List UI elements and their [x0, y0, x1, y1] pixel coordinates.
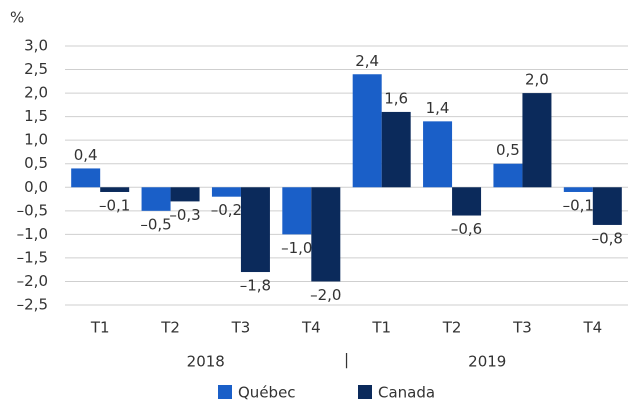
- data-label: –2,0: [310, 286, 341, 304]
- data-label: –0,2: [211, 201, 242, 219]
- y-tick-label: –2,5: [17, 296, 48, 314]
- x-group-label: 2018: [187, 353, 225, 371]
- x-tick-label: T1: [371, 319, 391, 337]
- bar: [493, 163, 523, 188]
- bar: [522, 93, 552, 188]
- bar: [141, 187, 171, 211]
- x-tick-label: T3: [512, 319, 532, 337]
- legend-label: Canada: [378, 384, 435, 402]
- data-label: 0,4: [74, 146, 98, 164]
- x-tick-label: T1: [90, 319, 110, 337]
- data-label: –0,8: [592, 229, 623, 247]
- data-label: 0,5: [496, 141, 520, 159]
- legend-swatch: [218, 385, 232, 399]
- bar: [423, 121, 453, 188]
- data-label: 1,6: [384, 89, 408, 107]
- y-tick-label: 2,5: [24, 60, 48, 78]
- bar: [352, 74, 382, 188]
- data-label: –0,6: [451, 220, 482, 238]
- x-group-separator: |: [344, 351, 349, 369]
- bar: [452, 187, 482, 216]
- x-tick-label: T4: [301, 319, 321, 337]
- data-label: –1,8: [240, 277, 271, 295]
- data-label: 2,4: [355, 52, 379, 70]
- bar: [240, 187, 270, 273]
- y-tick-label: –1,5: [17, 248, 48, 266]
- x-tick-label: T3: [231, 319, 251, 337]
- data-label: –0,5: [140, 215, 171, 233]
- bar: [170, 187, 200, 202]
- bar: [381, 111, 411, 188]
- y-unit: %: [10, 9, 24, 27]
- x-group-label: 2019: [468, 353, 506, 371]
- y-tick-label: 0,5: [24, 154, 48, 172]
- data-label: –0,1: [99, 196, 130, 214]
- y-tick-label: –0,5: [17, 201, 48, 219]
- y-tick-label: 1,5: [24, 107, 48, 125]
- bar: [592, 187, 622, 225]
- data-label: –1,0: [281, 239, 312, 257]
- bar: [211, 187, 241, 197]
- y-tick-label: 3,0: [24, 37, 48, 55]
- y-tick-label: –1,0: [17, 225, 48, 243]
- bar: [100, 187, 130, 192]
- y-tick-label: 2,0: [24, 84, 48, 102]
- legend-swatch: [358, 385, 372, 399]
- bar: [563, 187, 593, 192]
- x-tick-label: T4: [582, 319, 602, 337]
- data-label: –0,3: [169, 206, 200, 224]
- y-tick-label: 1,0: [24, 131, 48, 149]
- data-label: 2,0: [525, 71, 549, 89]
- y-tick-label: –2,0: [17, 272, 48, 290]
- bar: [282, 187, 312, 235]
- legend-label: Québec: [238, 384, 296, 402]
- data-label: 1,4: [426, 99, 450, 117]
- data-label: –0,1: [563, 196, 594, 214]
- x-tick-label: T2: [160, 319, 180, 337]
- x-tick-label: T2: [442, 319, 462, 337]
- bar: [311, 187, 341, 282]
- bar: [71, 168, 101, 188]
- y-tick-label: 0,0: [24, 178, 48, 196]
